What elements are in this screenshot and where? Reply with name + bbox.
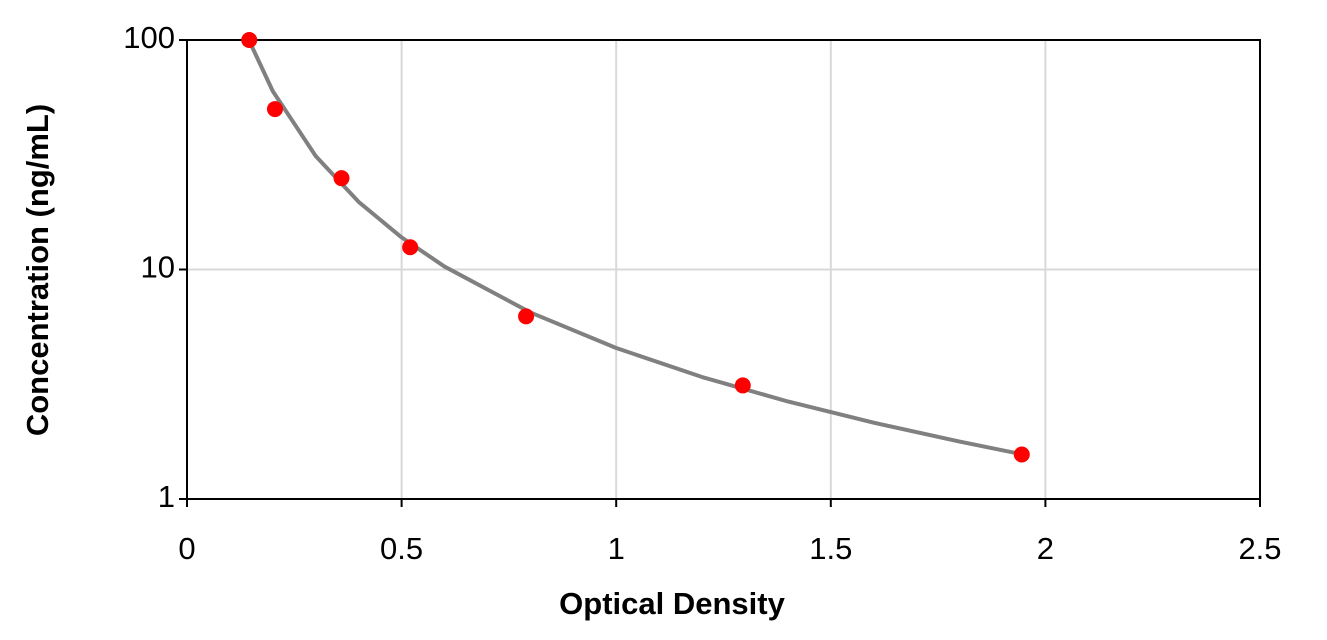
data-point [734, 377, 751, 394]
x-tick-label: 0 [178, 531, 195, 566]
x-tick-label: 2 [1037, 531, 1054, 566]
x-tick-label: 0.5 [380, 531, 423, 566]
data-point [241, 32, 258, 48]
y-tick-label: 1 [158, 479, 175, 514]
x-tick-label: 2.5 [1238, 531, 1281, 566]
data-point [1013, 446, 1030, 463]
data-point [518, 308, 535, 325]
y-tick-label: 10 [141, 250, 175, 285]
x-tick-label: 1.5 [809, 531, 852, 566]
x-axis-title: Optical Density [559, 586, 785, 621]
data-point [333, 170, 350, 187]
plot-frame [186, 39, 1261, 500]
data-point [266, 101, 283, 118]
data-point [402, 239, 419, 256]
y-tick-label: 100 [123, 20, 175, 55]
y-axis-title: Concentration (ng/mL) [20, 104, 55, 436]
fit-curve [247, 39, 1025, 457]
x-tick-label: 1 [608, 531, 625, 566]
